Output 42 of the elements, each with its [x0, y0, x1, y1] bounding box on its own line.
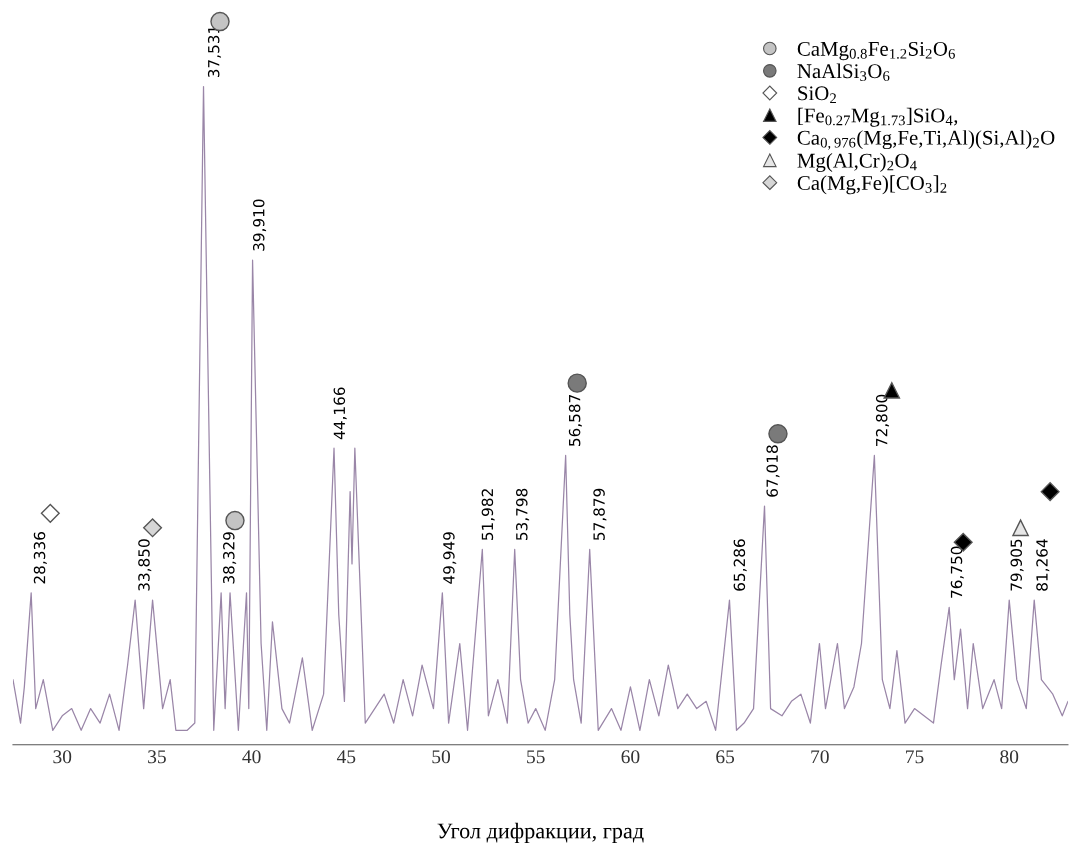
- legend-label: SiO$_{2}$: [798, 86, 836, 103]
- annotation: 28,336: [33, 532, 47, 584]
- point: [1012, 519, 1029, 537]
- x-tick-label: 30: [53, 750, 72, 764]
- x-tick-label: 50: [432, 750, 451, 764]
- x-axis-title: Угол дифракции, град: [437, 822, 644, 843]
- annotation: 72,800: [875, 394, 890, 446]
- annotation: 56,587: [568, 394, 582, 446]
- annotation: 76,750: [950, 546, 964, 598]
- legend-label: CaMg$_{0.8}$Fe$_{1.2}$Si$_{2}$O$_{6}$: [797, 41, 955, 61]
- annotation: 53,798: [516, 488, 530, 540]
- legend-label: Ca$_{0,976}$(Mg,Fe,Ti,Al)(Si,Al)$_{2}$O: [797, 130, 1055, 150]
- point: [1040, 482, 1060, 502]
- x-tick-label: 55: [527, 750, 545, 764]
- annotation: 51,982: [481, 489, 495, 540]
- legend-label: Mg(Al,Cr)$_{2}$O$_{4}$: [797, 153, 917, 172]
- point: [225, 510, 245, 531]
- annotation: 39,910: [252, 199, 267, 251]
- legend-label: Ca(Mg,Fe)[CO$_{3}$]$_{2}$: [797, 175, 947, 195]
- annotation: 44,166: [333, 387, 347, 440]
- x-tick-label: 45: [336, 750, 356, 764]
- x-tick-label: 35: [148, 750, 166, 764]
- point: [768, 424, 788, 444]
- x-tick-label: 70: [811, 750, 829, 764]
- annotation: 57,879: [593, 488, 607, 540]
- point: [143, 518, 163, 538]
- legend-label: [Fe$_{0.27}$Mg$_{1.73}$]SiO$_{4}$,: [798, 107, 958, 127]
- annotation: 81,264: [1036, 539, 1050, 591]
- legend-label: NaAlSi$_{3}$O$_{6}$: [797, 63, 890, 82]
- x-tick-label: 40: [242, 750, 261, 764]
- x-tick-label: 80: [1000, 750, 1019, 764]
- point: [40, 503, 60, 523]
- annotation: 65,286: [733, 539, 747, 591]
- annotation: 79,905: [1010, 539, 1024, 591]
- annotation: 33,850: [138, 539, 152, 591]
- annotation: 67,018: [766, 445, 780, 497]
- x-tick-label: 75: [906, 750, 924, 764]
- annotation: 38,329: [223, 532, 237, 584]
- x-tick-label: 60: [621, 750, 640, 764]
- x-tick-label: 65: [716, 750, 735, 764]
- annotation: 49,949: [443, 532, 457, 584]
- point: [567, 373, 587, 393]
